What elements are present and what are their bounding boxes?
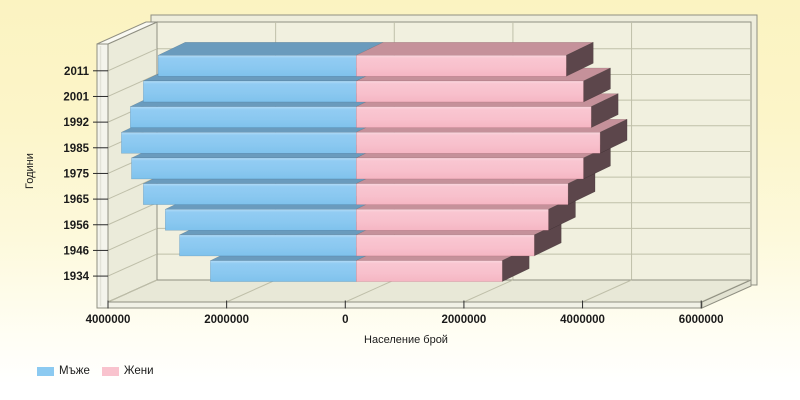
bar-men-2011 [157,55,357,77]
bar-men-1992 [130,106,357,128]
bar-men-1946 [179,234,357,257]
floor-depth-line [107,279,158,303]
y-tick-label: 1956 [63,220,89,232]
legend-label-men: Мъже [59,365,90,377]
legend-swatch-women-icon [101,366,119,376]
y-axis-title: Години [24,153,36,189]
legend: Мъже Жени [37,365,154,377]
x-tick-label: 4000000 [560,314,605,326]
x-tick-label: 2000000 [442,314,487,326]
bar-men-top-2011 [158,42,384,56]
y-tick-label: 1985 [63,143,89,155]
floor-depth-line [226,279,276,303]
legend-item-women: Жени [101,365,154,377]
bar-women-2001 [356,80,584,103]
legend-item-men: Мъже [37,365,90,377]
floor-front-edge [107,301,703,309]
bar-women-1946 [356,234,535,257]
y-tick-label: 1965 [63,194,89,206]
y-tick-label: 1934 [63,271,89,283]
bar-men-1934 [210,260,357,282]
x-axis-title: Население брой [364,334,448,346]
bar-men-1965 [143,183,357,205]
y-tick-label: 2001 [63,91,89,103]
bar-men-1975 [131,157,357,180]
floor [107,279,752,303]
x-tick-label: 4000000 [86,314,131,326]
floor-depth-line [582,279,632,303]
left-wall-gridline [107,74,158,97]
bar-women-1992 [356,106,592,128]
bar-women-1956 [356,209,549,231]
floor-depth-line [463,279,514,303]
bar-men-1956 [165,209,357,231]
x-tick-label: 2000000 [204,314,249,326]
bar-men-2001 [143,80,357,103]
x-tick-label: 6000000 [679,314,724,326]
left-wall-gridline [107,253,158,277]
left-wall-gridline [107,48,158,72]
y-tick-label: 1975 [63,168,89,180]
bar-women-1965 [356,183,569,205]
legend-label-women: Жени [123,365,154,377]
floor-depth-line [345,279,395,303]
left-wall-gridline [107,227,158,251]
bar-women-1934 [356,260,503,282]
y-tick-label: 2011 [64,66,90,78]
y-tick-label: 1992 [63,117,89,129]
x-tick-label: 0 [342,314,348,326]
bar-women-top-2011 [356,42,594,56]
y-tick-label: 1946 [63,245,89,257]
legend-swatch-men-icon [37,366,54,376]
bar-women-2011 [356,55,567,77]
bar-women-1975 [356,157,584,180]
left-wall-gridline [107,202,158,226]
bar-women-1985 [356,132,601,154]
left-wall-gridline [107,176,158,200]
left-wall-front-edge [96,43,109,309]
left-wall-top-bevel [96,21,158,45]
bar-men-1985 [121,132,357,154]
